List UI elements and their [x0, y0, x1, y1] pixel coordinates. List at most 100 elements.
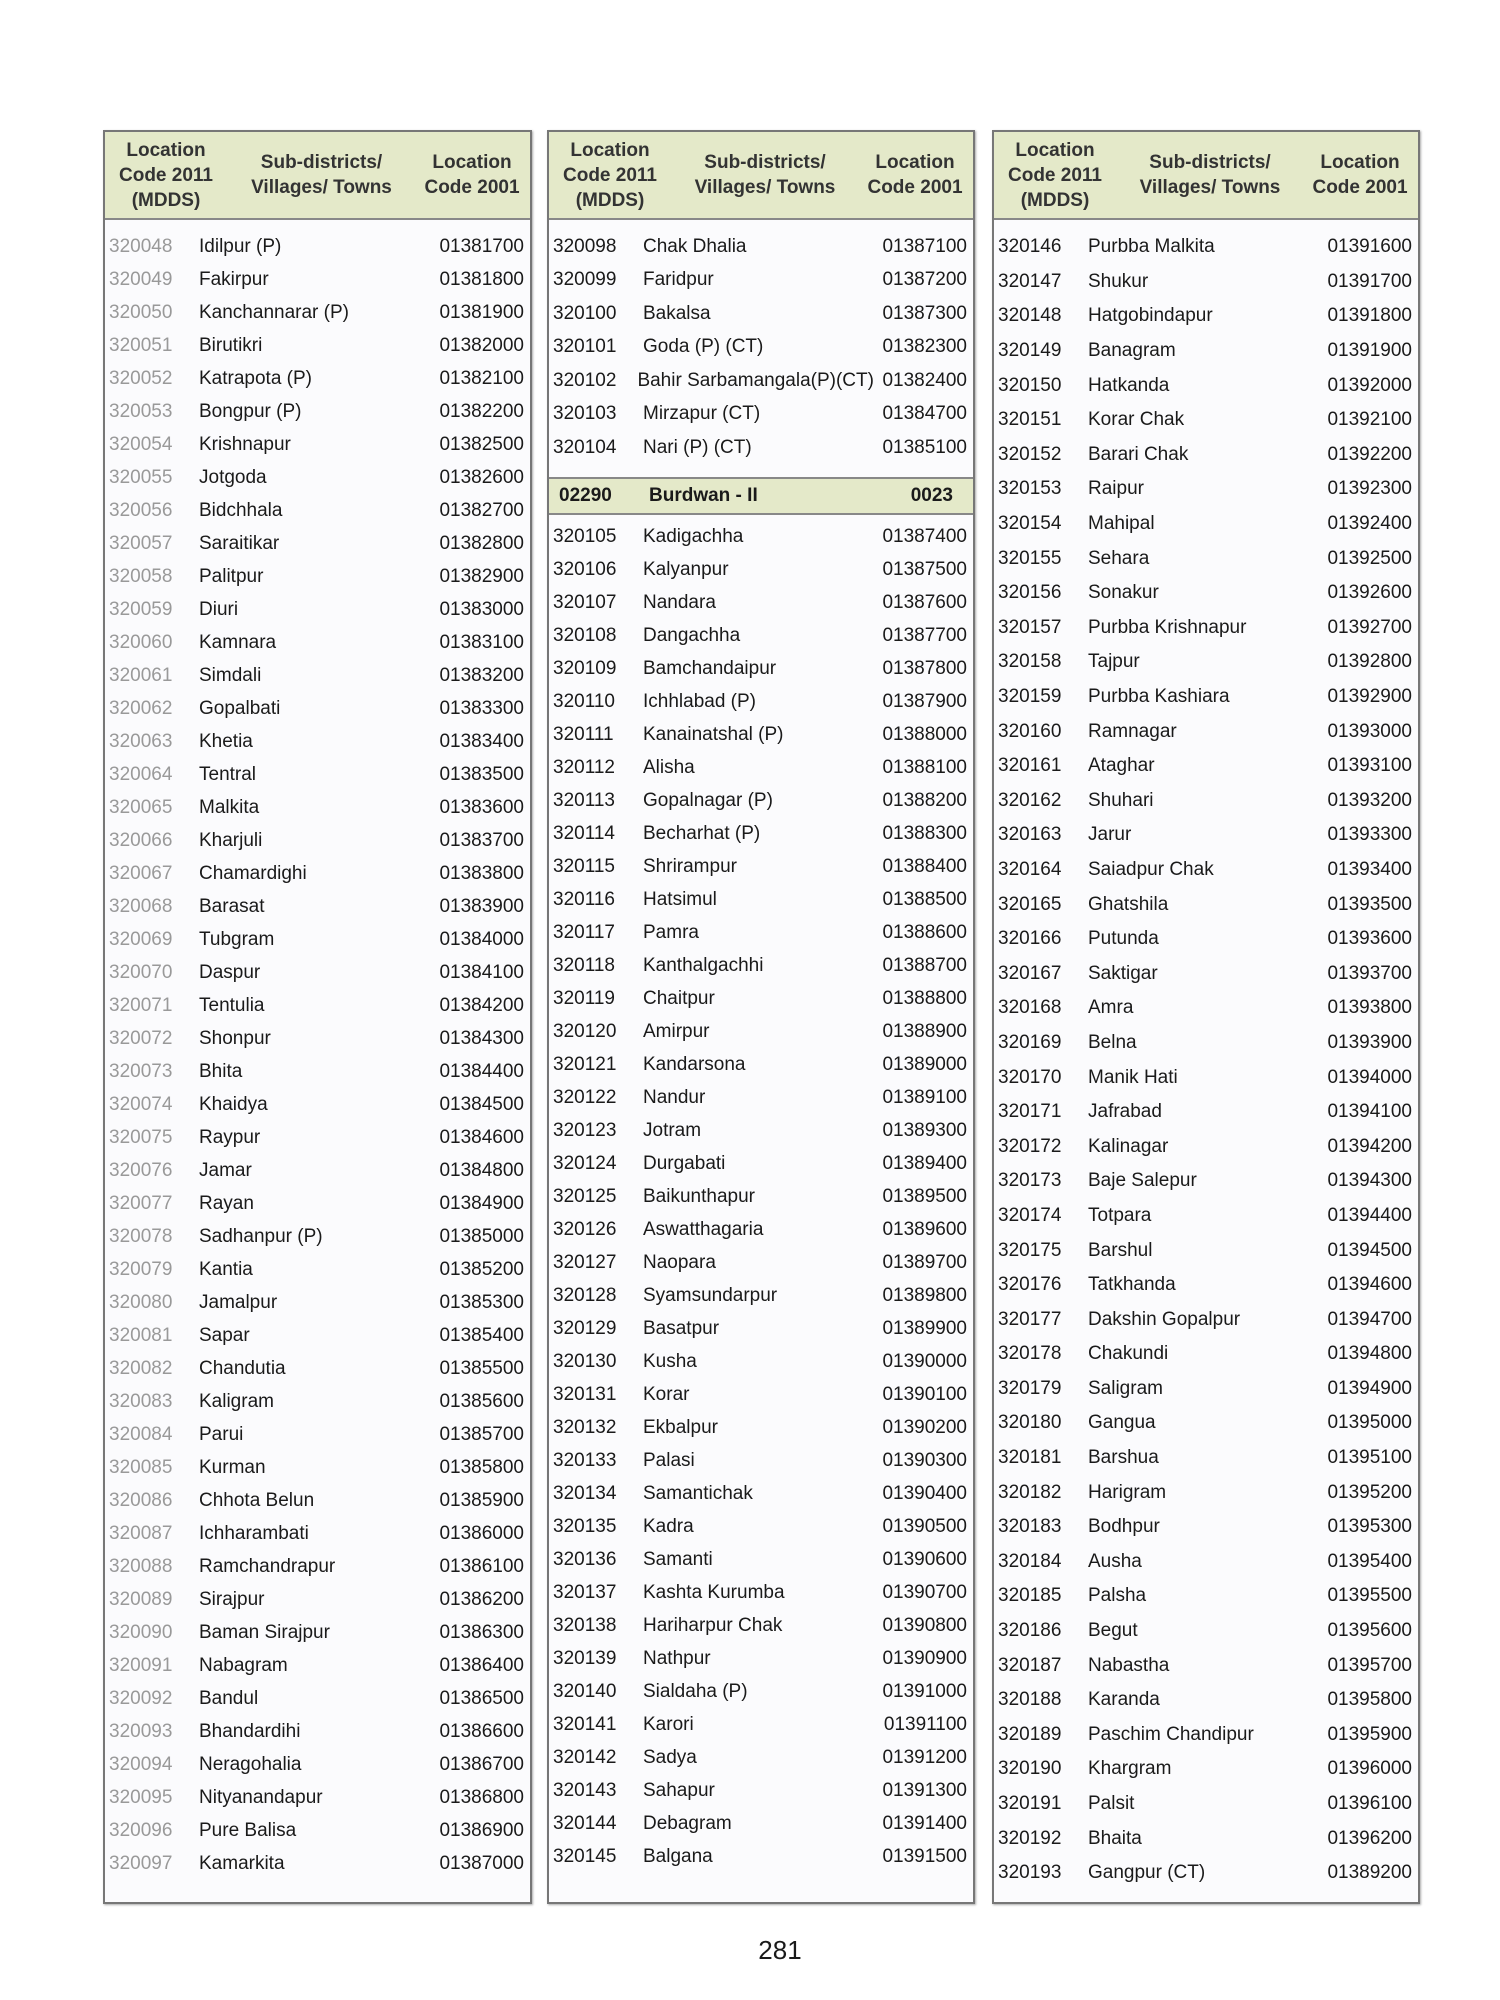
table-header: Location Code 2011 (MDDS) Sub-districts/… [105, 132, 530, 220]
village-name: Naopara [643, 1252, 716, 1273]
table-row: 320103 Mirzapur (CT) 01384700 [549, 398, 973, 432]
village-name: Nandara [643, 592, 716, 613]
location-code-2001: 01389900 [882, 1318, 967, 1339]
village-name: Jarur [1088, 824, 1132, 846]
village-name: Barshua [1088, 1447, 1159, 1469]
table-body: 320105 Kadigachha 01387400 320106 Kalyanpur 0… [549, 521, 973, 1874]
location-code-2011: 320117 [553, 922, 615, 943]
location-code-2011: 320171 [998, 1101, 1062, 1123]
location-code-2001: 01394000 [1327, 1066, 1412, 1088]
location-code-2001: 01395500 [1327, 1585, 1412, 1607]
location-code-2001: 01388400 [882, 856, 967, 877]
location-code-2011: 320090 [109, 1621, 173, 1643]
location-code-2011: 320134 [553, 1483, 617, 1504]
village-name: Bhaita [1088, 1827, 1142, 1849]
table-row: 320106 Kalyanpur 01387500 [549, 554, 973, 587]
table-row: 320072 Shonpur 01384300 [105, 1022, 530, 1055]
village-name: Birutikri [199, 334, 263, 356]
location-code-2011: 320159 [998, 686, 1062, 708]
location-code-2011: 320147 [998, 270, 1062, 292]
table-row: 320113 Gopalnagar (P) 01388200 [549, 785, 973, 818]
table-row: 320053 Bongpur (P) 01382200 [105, 395, 530, 428]
village-name: Bhandardihi [199, 1720, 301, 1742]
village-name: Chak Dhalia [643, 235, 747, 257]
table-row: 320193 Gangpur (CT) 01389200 [994, 1856, 1418, 1891]
location-code-2001: 01390000 [882, 1351, 967, 1372]
table-row: 320153 Raipur 01392300 [994, 472, 1418, 507]
location-code-2011: 320135 [553, 1516, 617, 1537]
location-code-2001: 01384100 [439, 961, 524, 983]
table-row: 320179 Saligram 01394900 [994, 1372, 1418, 1407]
location-code-2011: 320175 [998, 1239, 1062, 1261]
location-code-2001: 01386000 [439, 1522, 524, 1544]
location-code-2001: 01391900 [1327, 340, 1412, 362]
village-name: Balgana [643, 1846, 713, 1867]
location-code-2001: 01391200 [882, 1747, 967, 1768]
location-code-2001: 01390100 [882, 1384, 967, 1405]
village-name: Rayan [199, 1192, 254, 1214]
subdistrict-code-2011: 02290 [559, 484, 612, 506]
table-row: 320095 Nityanandapur 01386800 [105, 1781, 530, 1814]
location-code-2011: 320158 [998, 651, 1062, 673]
location-code-2001: 01389400 [882, 1153, 967, 1174]
table-row: 320066 Kharjuli 01383700 [105, 824, 530, 857]
table-row: 320171 Jafrabad 01394100 [994, 1095, 1418, 1130]
table-header: Location Code 2011 (MDDS) Sub-districts/… [549, 132, 973, 220]
village-name: Goda (P) (CT) [643, 336, 764, 358]
village-name: Sirajpur [199, 1588, 265, 1610]
location-code-2011: 320086 [109, 1489, 173, 1511]
location-code-2011: 320168 [998, 997, 1062, 1019]
village-name: Jamalpur [199, 1291, 278, 1313]
location-code-2001: 01382200 [439, 400, 524, 422]
village-name: Nityanandapur [199, 1786, 323, 1808]
location-code-2001: 01381800 [439, 268, 524, 290]
location-code-2001: 01395300 [1327, 1516, 1412, 1538]
location-code-2011: 320102 [553, 369, 617, 391]
table-row: 320188 Karanda 01395800 [994, 1683, 1418, 1718]
location-code-2011: 320176 [998, 1274, 1062, 1296]
village-name: Daspur [199, 961, 261, 983]
village-name: Faridpur [643, 269, 714, 291]
village-name: Parui [199, 1423, 244, 1445]
table-row: 320159 Purbba Kashiara 01392900 [994, 680, 1418, 715]
location-code-2011: 320145 [553, 1846, 617, 1867]
location-code-2001: 01394500 [1327, 1239, 1412, 1261]
village-name: Baman Sirajpur [199, 1621, 330, 1643]
table-row: 320101 Goda (P) (CT) 01382300 [549, 331, 973, 365]
location-code-2001: 01393800 [1327, 997, 1412, 1019]
village-name: Nari (P) (CT) [643, 436, 752, 458]
village-name: Bahir Sarbamangala(P)(CT) [637, 369, 874, 391]
location-code-2001: 01393400 [1327, 858, 1412, 880]
location-code-2011: 320144 [553, 1813, 617, 1834]
table-row: 320137 Kashta Kurumba 01390700 [549, 1577, 973, 1610]
location-code-2001: 01395200 [1327, 1481, 1412, 1503]
village-name: Kaligram [199, 1390, 274, 1412]
village-name: Korar [643, 1384, 690, 1405]
location-code-2011: 320051 [109, 334, 173, 356]
village-name: Debagram [643, 1813, 732, 1834]
village-name: Purbba Malkita [1088, 236, 1215, 258]
location-code-2011: 320128 [553, 1285, 617, 1306]
table-row: 320189 Paschim Chandipur 01395900 [994, 1718, 1418, 1753]
location-code-2001: 01389600 [882, 1219, 967, 1240]
header-name: Sub-districts/ Villages/ Towns [251, 152, 392, 198]
location-code-2001: 01386700 [439, 1753, 524, 1775]
village-name: Totpara [1088, 1204, 1152, 1226]
location-code-2011: 320103 [553, 403, 617, 425]
location-code-2011: 320095 [109, 1786, 173, 1808]
location-code-2001: 01382400 [882, 369, 967, 391]
village-name: Mahipal [1088, 513, 1155, 535]
table-row: 320088 Ramchandrapur 01386100 [105, 1550, 530, 1583]
village-name: Shukur [1088, 270, 1149, 292]
village-name: Aswatthagaria [643, 1219, 764, 1240]
location-code-2001: 01387000 [439, 1852, 524, 1874]
location-code-2001: 01384300 [439, 1027, 524, 1049]
location-code-2001: 01385700 [439, 1423, 524, 1445]
table-row: 320180 Gangua 01395000 [994, 1406, 1418, 1441]
village-name: Kantia [199, 1258, 253, 1280]
location-code-2011: 320080 [109, 1291, 173, 1313]
table-row: 320099 Faridpur 01387200 [549, 264, 973, 298]
table-row: 320172 Kalinagar 01394200 [994, 1129, 1418, 1164]
village-name: Gopalbati [199, 697, 281, 719]
village-name: Ichharambati [199, 1522, 309, 1544]
